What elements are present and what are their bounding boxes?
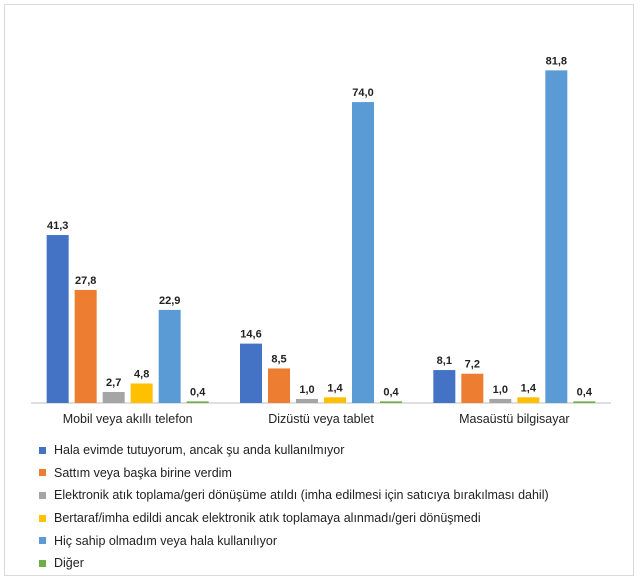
bar (380, 401, 402, 403)
legend-swatch (39, 537, 46, 545)
bar (324, 397, 346, 403)
data-label: 27,8 (75, 275, 96, 287)
legend-label: Sattım veya başka birine verdim (54, 465, 232, 480)
bar (489, 398, 512, 403)
legend-label: Hala evimde tutuyorum, ancak şu anda kul… (54, 443, 345, 458)
bar (296, 398, 318, 403)
legend-swatch (39, 559, 46, 567)
legend-item: Elektronik atık toplama/geri dönüşüme at… (39, 484, 549, 507)
category-label: Masaüstü bilgisayar (459, 412, 569, 426)
legend: Hala evimde tutuyorum, ancak şu anda kul… (39, 439, 549, 575)
legend-label: Hiç sahip olmadım veya hala kullanılıyor (54, 533, 278, 548)
bar (158, 309, 181, 403)
data-label: 2,7 (106, 377, 121, 389)
data-label: 0,4 (577, 386, 593, 398)
bar (352, 102, 374, 404)
legend-label: Bertaraf/imha edildi ancak elektronik at… (54, 511, 481, 526)
data-label: 1,4 (327, 382, 343, 394)
legend-item: Diğer (39, 552, 549, 575)
bar (461, 373, 484, 403)
bar (573, 401, 596, 403)
bar (517, 397, 540, 403)
data-label: 0,4 (190, 386, 206, 398)
data-label: 1,0 (299, 384, 314, 396)
data-label: 22,9 (159, 295, 180, 307)
bar (74, 289, 97, 403)
data-label: 41,3 (47, 220, 68, 232)
data-label: 7,2 (465, 359, 480, 371)
legend-item: Hala evimde tutuyorum, ancak şu anda kul… (39, 439, 549, 462)
bar (186, 401, 209, 403)
legend-swatch (39, 514, 46, 522)
legend-item: Bertaraf/imha edildi ancak elektronik at… (39, 507, 549, 530)
category-label: Mobil veya akıllı telefon (63, 412, 193, 426)
legend-swatch (39, 491, 46, 499)
data-label: 8,5 (271, 353, 286, 365)
bar (102, 392, 125, 403)
chart-frame: 41,3 27,8 2,7 4,8 22,9 0,4 Mobil veya akıllı t… (4, 4, 634, 576)
data-label: 4,8 (134, 368, 149, 380)
bar (240, 343, 262, 403)
legend-swatch (39, 446, 46, 454)
bar (433, 370, 456, 403)
bar (545, 70, 568, 403)
legend-item: Sattım veya başka birine verdim (39, 462, 549, 485)
data-label: 1,4 (521, 382, 537, 394)
bar (268, 368, 290, 403)
bar (130, 383, 153, 403)
bar (46, 235, 69, 403)
data-label: 1,0 (493, 384, 508, 396)
data-label: 0,4 (383, 386, 399, 398)
bar-chart: 41,3 27,8 2,7 4,8 22,9 0,4 Mobil veya akıllı t… (31, 55, 611, 426)
data-label: 74,0 (352, 87, 373, 99)
legend-label: Diğer (54, 556, 84, 571)
legend-label: Elektronik atık toplama/geri dönüşüme at… (54, 488, 549, 503)
data-label: 8,1 (437, 355, 452, 367)
data-label: 81,8 (546, 55, 567, 67)
legend-item: Hiç sahip olmadım veya hala kullanılıyor (39, 529, 549, 552)
data-label: 14,6 (240, 329, 261, 341)
category-label: Dizüstü veya tablet (268, 412, 374, 426)
legend-swatch (39, 469, 46, 477)
